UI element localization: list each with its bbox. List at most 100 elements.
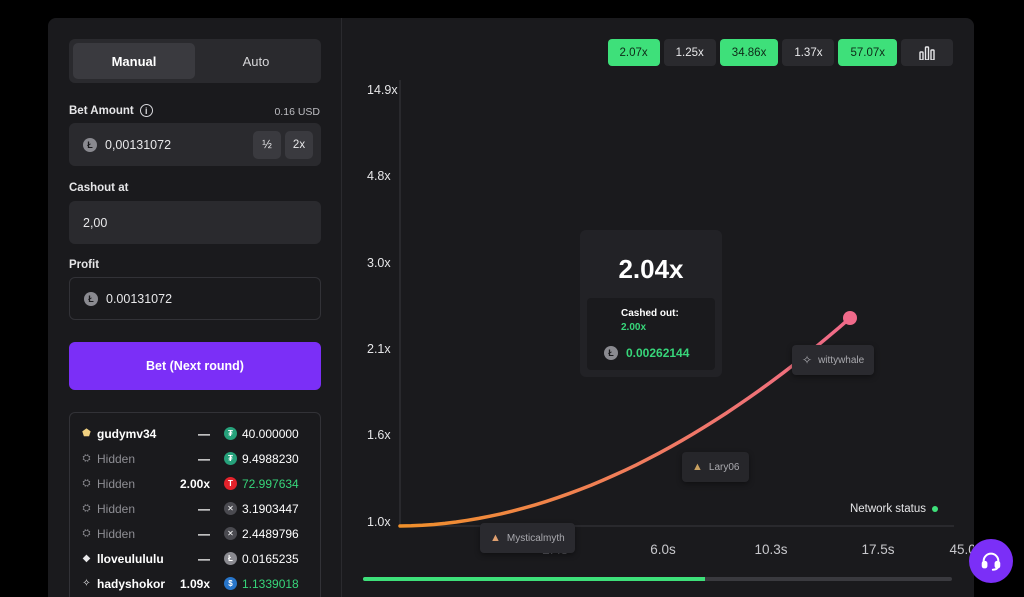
cashed-out-multiplier: 2.00x [621,322,647,333]
player-amount: Ł 0.0165235 [210,552,310,566]
profit-field: Ł 0.00131072 [69,277,321,320]
round-progress-bar [363,577,952,581]
player-name: ⛭ Hidden [80,477,176,491]
player-multiplier: — [198,426,210,441]
history-chip[interactable]: 1.25x [663,39,716,66]
half-bet-button[interactable]: ½ [253,130,281,159]
litecoin-icon: Ł [83,137,97,152]
support-button[interactable] [969,539,1013,583]
user-tag-lary06: ▲ Lary06 [682,452,750,482]
player-multiplier: — [198,526,210,541]
incognito-icon: ⛭ [82,453,91,464]
litecoin-icon: Ł [224,552,237,565]
history-chip[interactable]: 34.86x [719,39,779,66]
tab-manual[interactable]: Manual [73,43,195,79]
usdc-icon: $ [224,577,237,590]
y-tick-label: 2.1x [367,342,391,356]
badge-icon: ⬟ [82,428,91,439]
cashout-tooltip: 2.04x Cashed out: 2.00x Ł 0.00262144 [580,230,722,377]
ripple-icon: ✕ [224,502,237,515]
user-tag-wittywhale: ✧ wittywhale [792,345,875,375]
cashout-field[interactable]: 2,00 [69,201,321,244]
bet-amount-usd: 0.16 USD [274,106,320,118]
litecoin-icon: Ł [604,346,618,360]
cashed-out-amount: Ł 0.00262144 [587,346,715,360]
y-tick-label: 1.0x [367,515,391,529]
player-multiplier: 2.00x [179,476,210,491]
network-status: Network status [850,503,938,515]
status-dot-icon [932,506,938,512]
player-amount: ✕ 3.1903447 [210,502,310,516]
mode-tabs: Manual Auto [69,39,321,83]
player-row: ⛭ Hidden — ✕ 3.1903447 [80,496,310,521]
profit-label: Profit [69,259,100,271]
player-multiplier: — [198,551,210,566]
players-list: ⬟ gudymv34— ₮ 40.000000 ⛭ Hidden — ₮ 9.4988230 ⛭ H… [69,412,321,597]
multiplier-curve [398,316,852,528]
x-tick-label: 6.0s [650,542,676,557]
player-row: ⬟ gudymv34 — ₮ 40.000000 [80,421,310,446]
round-progress-fill [363,577,705,581]
x-tick-label: 10.3s [754,542,787,557]
y-tick-label: 3.0x [367,256,391,270]
diamond-icon: ◆ [82,553,91,564]
avatar-icon: ▲ [692,461,703,473]
sparkle-icon: ✧ [82,578,91,589]
y-tick-label: 4.8x [367,169,391,183]
incognito-icon: ⛭ [82,528,91,539]
history-chip[interactable]: 57.07x [838,39,897,66]
crash-game-area: 14.9x4.8x3.0x2.1x1.6x1.0x 2.4s6.0s10.3s1… [343,18,974,597]
ripple-icon: ✕ [224,527,237,540]
game-panel: Manual Auto Bet Amount i 0.16 USD Ł 0,00… [48,18,974,597]
cashed-out-label: Cashed out: [621,308,679,319]
player-multiplier: — [198,501,210,516]
bet-amount-label: Bet Amount i [69,104,153,117]
incognito-icon: ⛭ [82,503,91,514]
player-row: ⛭ Hidden 2.00x T 72.997634 [80,471,310,496]
player-amount: ✕ 2.4489796 [210,527,310,541]
tether-icon: ₮ [224,427,237,440]
incognito-icon: ⛭ [82,478,91,489]
tab-auto[interactable]: Auto [242,53,270,69]
player-multiplier: — [198,451,210,466]
sparkle-icon: ✧ [802,353,813,367]
bar-chart-icon [919,45,935,60]
history-chip[interactable]: 2.07x [607,39,660,66]
user-tag-mysticalmyth: ▲ Mysticalmyth [480,523,575,553]
cashout-input[interactable]: 2,00 [83,215,108,230]
player-name[interactable]: ✧ hadyshokor [80,577,176,591]
player-name[interactable]: ◆ lloveulululu [80,552,176,566]
current-multiplier: 2.04x [618,254,684,284]
avatar-icon: ▲ [490,532,501,544]
player-row: ◆ lloveulululu — Ł 0.0165235 [80,546,310,571]
player-row: ⛭ Hidden — ✕ 2.4489796 [80,521,310,546]
profit-value: 0.00131072 [106,291,173,306]
player-row: ✧ hadyshokor 1.09x $1.1339018 [80,571,310,596]
player-multiplier: 1.09x [179,576,210,591]
player-amount: T 72.997634 [210,477,310,491]
x-tick-label: 45.0s [949,542,974,557]
bet-button[interactable]: Bet (Next round) [69,342,321,390]
bet-control-panel: Manual Auto Bet Amount i 0.16 USD Ł 0,00… [48,18,342,597]
double-bet-button[interactable]: 2x [285,130,313,159]
player-row: ⛭ Hidden — ₮ 9.4988230 [80,446,310,471]
history-chip[interactable]: 1.37x [782,39,835,66]
player-name: ⛭ Hidden [80,502,176,516]
litecoin-icon: Ł [84,291,98,306]
headset-icon [981,552,1001,571]
player-amount: ₮ 9.4988230 [210,452,310,466]
cashout-info: Cashed out: 2.00x Ł 0.00262144 [587,298,715,370]
player-name[interactable]: ⬟ gudymv34 [80,427,176,441]
x-tick-label: 17.5s [861,542,894,557]
player-name: ⛭ Hidden [80,527,176,541]
stats-button[interactable] [901,39,953,66]
player-name: ⛭ Hidden [80,452,176,466]
y-tick-label: 14.9x [367,83,398,97]
info-icon[interactable]: i [139,104,153,117]
bet-amount-field[interactable]: Ł 0,00131072 ½ 2x [69,123,321,166]
bet-amount-input[interactable]: 0,00131072 [105,137,172,152]
y-tick-label: 1.6x [367,428,391,442]
tether-icon: ₮ [224,452,237,465]
cashout-label: Cashout at [69,182,129,194]
tron-icon: T [224,477,237,490]
